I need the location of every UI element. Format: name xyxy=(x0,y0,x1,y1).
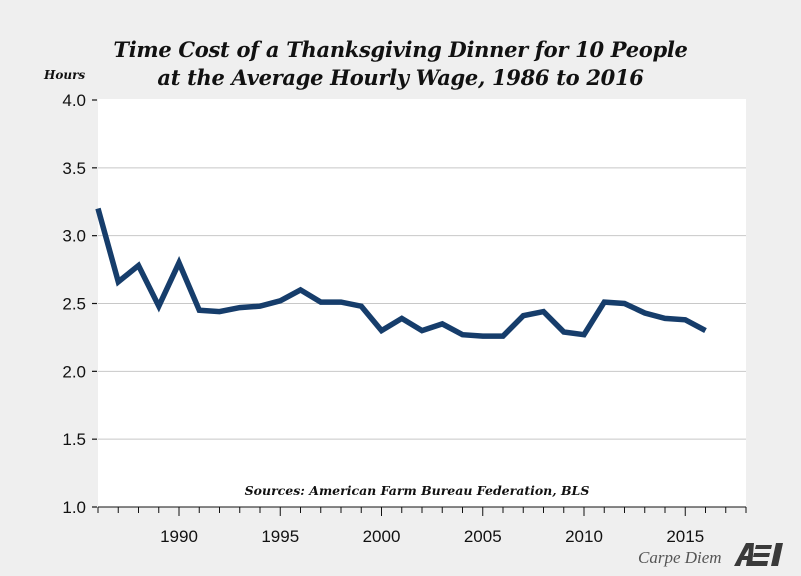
chart-title-line-1: Time Cost of a Thanksgiving Dinner for 1… xyxy=(113,37,688,62)
series-line xyxy=(95,207,707,339)
y-axis-label: Hours xyxy=(44,68,86,82)
x-axis: 1990 1995 2000 2005 2010 2015 xyxy=(97,506,747,546)
x-tick-label: 2015 xyxy=(666,527,704,546)
y-tick-label: 2.5 xyxy=(62,295,86,314)
aei-logo xyxy=(734,543,783,566)
chart-title-line-2: at the Average Hourly Wage, 1986 to 2016 xyxy=(157,65,644,90)
y-axis: 1.0 1.5 2.0 2.5 3.0 3.5 4.0 xyxy=(62,91,97,517)
chart-title: Time Cost of a Thanksgiving Dinner for 1… xyxy=(0,36,801,92)
y-tick-label: 1.0 xyxy=(62,498,86,517)
x-tick-label: 2000 xyxy=(363,527,401,546)
y-tick-label: 1.5 xyxy=(62,430,86,449)
brand-text: Carpe Diem xyxy=(638,548,722,567)
gridlines xyxy=(98,167,746,440)
y-tick-label: 3.5 xyxy=(62,159,86,178)
series-group xyxy=(95,207,707,339)
y-tick-label: 4.0 xyxy=(62,91,86,110)
source-annotation: Sources: American Farm Bureau Federation… xyxy=(245,483,590,498)
x-tick-label: 1990 xyxy=(160,527,198,546)
y-tick-label: 3.0 xyxy=(62,227,86,246)
x-tick-label: 1995 xyxy=(261,527,299,546)
x-tick-label: 2010 xyxy=(565,527,603,546)
y-tick-label: 2.0 xyxy=(62,362,86,381)
x-tick-label: 2005 xyxy=(464,527,502,546)
